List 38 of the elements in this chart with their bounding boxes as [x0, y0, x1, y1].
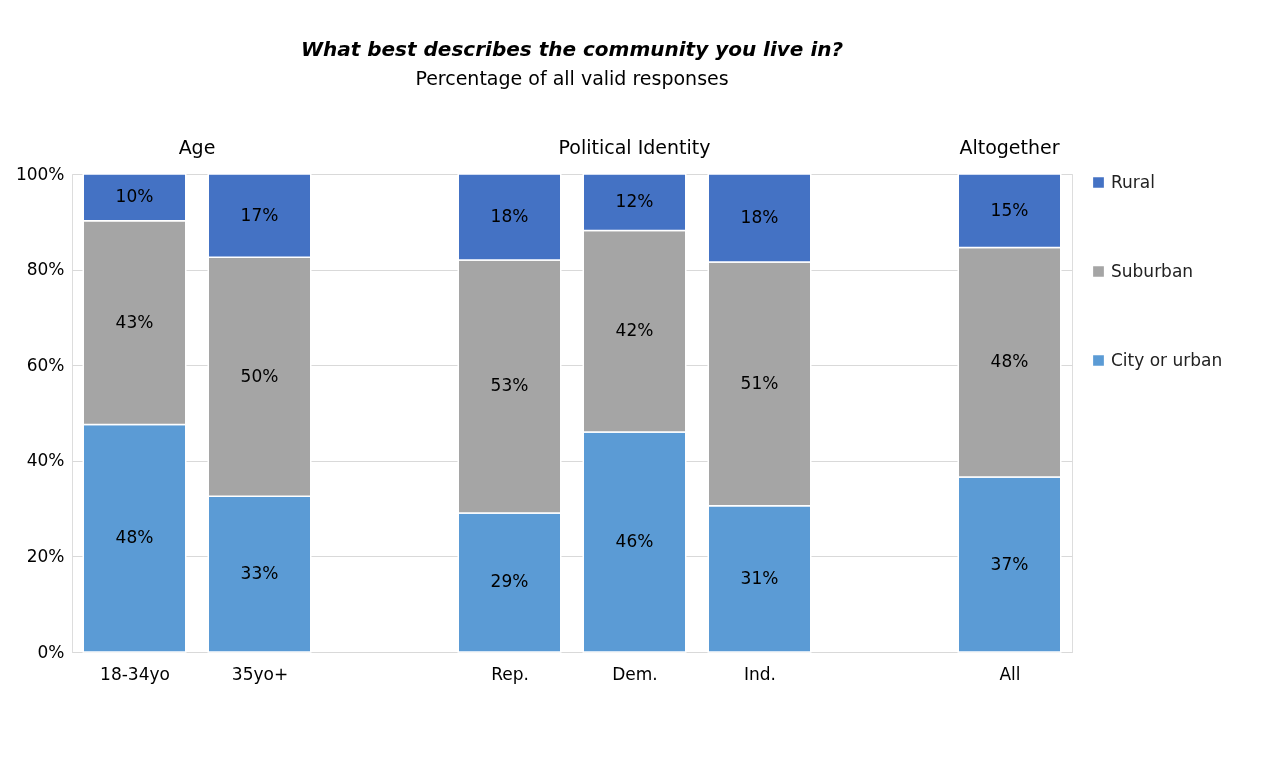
y-tick-label: 0%: [37, 641, 65, 662]
data-label: 18%: [490, 206, 529, 227]
data-label: 12%: [615, 191, 654, 212]
data-label: 48%: [990, 351, 1029, 372]
chart-subtitle: Percentage of all valid responses: [415, 67, 729, 89]
x-tick-label: All: [999, 663, 1021, 684]
data-label: 43%: [115, 311, 154, 332]
data-label: 31%: [740, 567, 779, 588]
data-label: 51%: [740, 372, 779, 393]
y-tick-label: 20%: [26, 545, 65, 566]
text: Political Identity: [558, 136, 711, 158]
y-tick-label: 100%: [15, 163, 65, 184]
data-label: 10%: [115, 186, 154, 207]
data-label: 33%: [240, 563, 279, 584]
x-tick-label: 18-34yo: [100, 663, 170, 684]
data-label: 50%: [240, 365, 279, 386]
x-tick-label: Rep.: [491, 663, 529, 684]
data-label: 46%: [615, 531, 654, 552]
data-label: 15%: [990, 199, 1029, 220]
legend-label: Suburban: [1111, 260, 1194, 281]
y-tick-label: 80%: [26, 259, 65, 280]
data-label: 29%: [490, 571, 529, 592]
data-label: 17%: [240, 204, 279, 225]
data-label: 18%: [740, 206, 779, 227]
data-label: 53%: [490, 375, 529, 396]
text: Altogether: [959, 136, 1060, 158]
chart-title: What best describes the community you live in?: [300, 37, 844, 61]
legend-label: City or urban: [1111, 349, 1223, 370]
legend-label: Rural: [1111, 171, 1155, 192]
data-label: 42%: [615, 320, 654, 341]
data-label: 37%: [990, 553, 1029, 574]
y-tick-label: 60%: [26, 354, 65, 375]
x-tick-label: Dem.: [612, 663, 658, 684]
text: Age: [178, 136, 216, 158]
data-label: 48%: [115, 527, 154, 548]
x-tick-label: 35yo+: [231, 663, 289, 684]
y-tick-label: 40%: [26, 450, 65, 471]
x-tick-label: Ind.: [744, 663, 776, 684]
